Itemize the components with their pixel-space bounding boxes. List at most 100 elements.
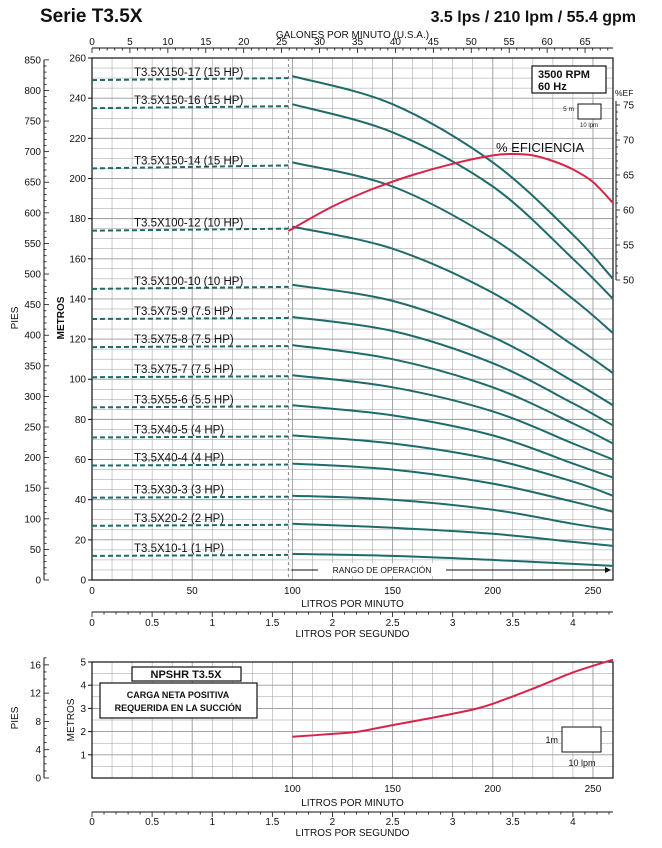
npsh-x-tick-label: 250 — [585, 784, 602, 795]
lps-tick-label: 0.5 — [145, 618, 159, 629]
gpm-tick-label: 0 — [89, 37, 95, 48]
pump-curve-dashed — [91, 463, 289, 467]
scale-box-v: 5 m — [563, 106, 574, 113]
pump-curve-label: T3.5X30-3 (3 HP) — [134, 485, 224, 497]
y-tick-label: 120 — [69, 335, 86, 346]
npsh-scale-box-h: 10 lpm — [568, 758, 595, 768]
npsh-y-tick-label: 1 — [80, 750, 86, 761]
operating-range-arrowhead — [605, 567, 611, 573]
x-tick-label: 150 — [384, 586, 401, 597]
efficiency-line — [287, 152, 614, 232]
gpm-tick-label: 65 — [579, 37, 591, 48]
gpm-tick-label: 5 — [127, 37, 133, 48]
feet-tick-label: 450 — [24, 300, 41, 311]
feet-tick-label: 750 — [24, 117, 41, 128]
page-title: Serie T3.5X — [40, 6, 143, 27]
operating-range-label-bg — [318, 563, 446, 576]
y-tick-label: 240 — [69, 94, 86, 105]
feet-tick-label: 150 — [24, 484, 41, 495]
lps-tick-label: 2.5 — [386, 618, 400, 629]
feet-tick-label: 200 — [24, 453, 41, 464]
feet-tick-label: 50 — [30, 545, 42, 556]
eff-tick-label: 60 — [623, 206, 635, 217]
pump-curve-label: T3.5X100-12 (10 HP) — [134, 218, 243, 230]
npsh-x-tick-label: 150 — [384, 784, 401, 795]
feet-tick-label: 300 — [24, 392, 41, 403]
pump-curve — [292, 103, 614, 300]
scale-box — [577, 103, 602, 120]
x-tick-label: 200 — [484, 586, 501, 597]
feet-tick-label: 600 — [24, 208, 41, 219]
npsh-scale-box — [561, 726, 602, 753]
npsh-line — [292, 658, 614, 738]
eff-axis-label: %EF — [615, 88, 633, 98]
gpm-tick-label: 20 — [238, 37, 250, 48]
feet-tick-label: 250 — [24, 423, 41, 434]
rpm-label: 3500 RPM — [538, 69, 590, 81]
npsh-lps-tick-label: 4 — [570, 817, 576, 828]
y-tick-label: 180 — [69, 214, 86, 225]
npsh-y-axis-label: METROS — [66, 698, 77, 741]
rpm-box — [531, 65, 607, 94]
x-tick-label: 100 — [284, 586, 301, 597]
pump-curve — [292, 225, 614, 375]
main-chart-grid — [91, 57, 614, 581]
pump-curve — [292, 374, 614, 461]
efficiency-curve — [287, 152, 614, 232]
gpm-axis-label: GALONES POR MINUTO (U.S.A.) — [276, 30, 429, 41]
npsh-x-tick-label: 200 — [484, 784, 501, 795]
gpm-tick-label: 60 — [542, 37, 554, 48]
y-tick-label: 60 — [75, 455, 87, 466]
main-chart-labels: T3.5X150-17 (15 HP) T3.5X150-16 (15 HP) T3… — [134, 67, 584, 555]
pump-curve-dashed — [91, 553, 289, 557]
npsh-lps-tick-label: 2.5 — [386, 817, 400, 828]
lps-axis-label: LITROS POR SEGUNDO — [296, 629, 410, 640]
y-tick-label: 80 — [75, 415, 87, 426]
y-tick-label: 260 — [69, 54, 86, 65]
pump-curve — [292, 462, 614, 513]
gpm-tick-label: 25 — [276, 37, 288, 48]
pump-curve-label: T3.5X75-9 (7.5 HP) — [134, 306, 234, 318]
pump-curve-label: T3.5X150-16 (15 HP) — [134, 95, 243, 107]
feet-axis-label: PIES — [10, 306, 21, 329]
x-axis-label: LITROS POR MINUTO — [301, 599, 404, 610]
pump-curve — [292, 344, 614, 445]
x-tick-label: 250 — [585, 586, 602, 597]
pump-curve — [292, 316, 614, 427]
pump-curve-dashed — [91, 495, 289, 499]
y-tick-label: 160 — [69, 254, 86, 265]
gpm-tick-label: 35 — [352, 37, 364, 48]
efficiency-label: % EFICIENCIA — [496, 140, 584, 155]
lps-tick-label: 0 — [89, 618, 95, 629]
npsh-lps-tick-label: 3.5 — [506, 817, 520, 828]
pump-curve-label: T3.5X55-6 (5.5 HP) — [134, 394, 234, 406]
pump-curve-label: T3.5X100-10 (10 HP) — [134, 276, 243, 288]
lps-tick-label: 3 — [450, 618, 456, 629]
feet-tick-label: 500 — [24, 270, 41, 281]
pump-curve-dashed — [91, 375, 289, 379]
y-tick-label: 20 — [75, 535, 87, 546]
pump-curve-dashed — [91, 345, 289, 349]
feet-tick-label: 700 — [24, 147, 41, 158]
npsh-feet-tick-label: 12 — [30, 689, 42, 700]
pump-curve-label: T3.5X20-2 (2 HP) — [134, 513, 224, 525]
npsh-lps-tick-label: 1 — [209, 817, 215, 828]
npsh-subtitle-line: CARGA NETA POSITIVA — [127, 690, 230, 700]
npsh-lps-tick-label: 2 — [330, 817, 336, 828]
main-chart-axes: 020406080100120140160180200220240260METR… — [10, 30, 635, 640]
y-tick-label: 200 — [69, 174, 86, 185]
x-tick-label: 0 — [89, 586, 95, 597]
pump-curve-dashed — [91, 164, 289, 170]
lps-tick-label: 4 — [570, 618, 576, 629]
y-tick-label: 220 — [69, 134, 86, 145]
npsh-feet-tick-label: 4 — [35, 745, 41, 756]
scale-box-h: 10 lpm — [580, 123, 598, 129]
npsh-y-tick-label: 4 — [80, 681, 86, 692]
y-tick-label: 40 — [75, 495, 87, 506]
npsh-lps-tick-label: 0 — [89, 817, 95, 828]
npsh-x-tick-label: 100 — [284, 784, 301, 795]
npsh-lps-axis-label: LITROS POR SEGUNDO — [296, 828, 410, 839]
feet-tick-label: 800 — [24, 86, 41, 97]
pump-curve — [292, 161, 614, 334]
npsh-y-tick-label: 5 — [80, 658, 86, 669]
